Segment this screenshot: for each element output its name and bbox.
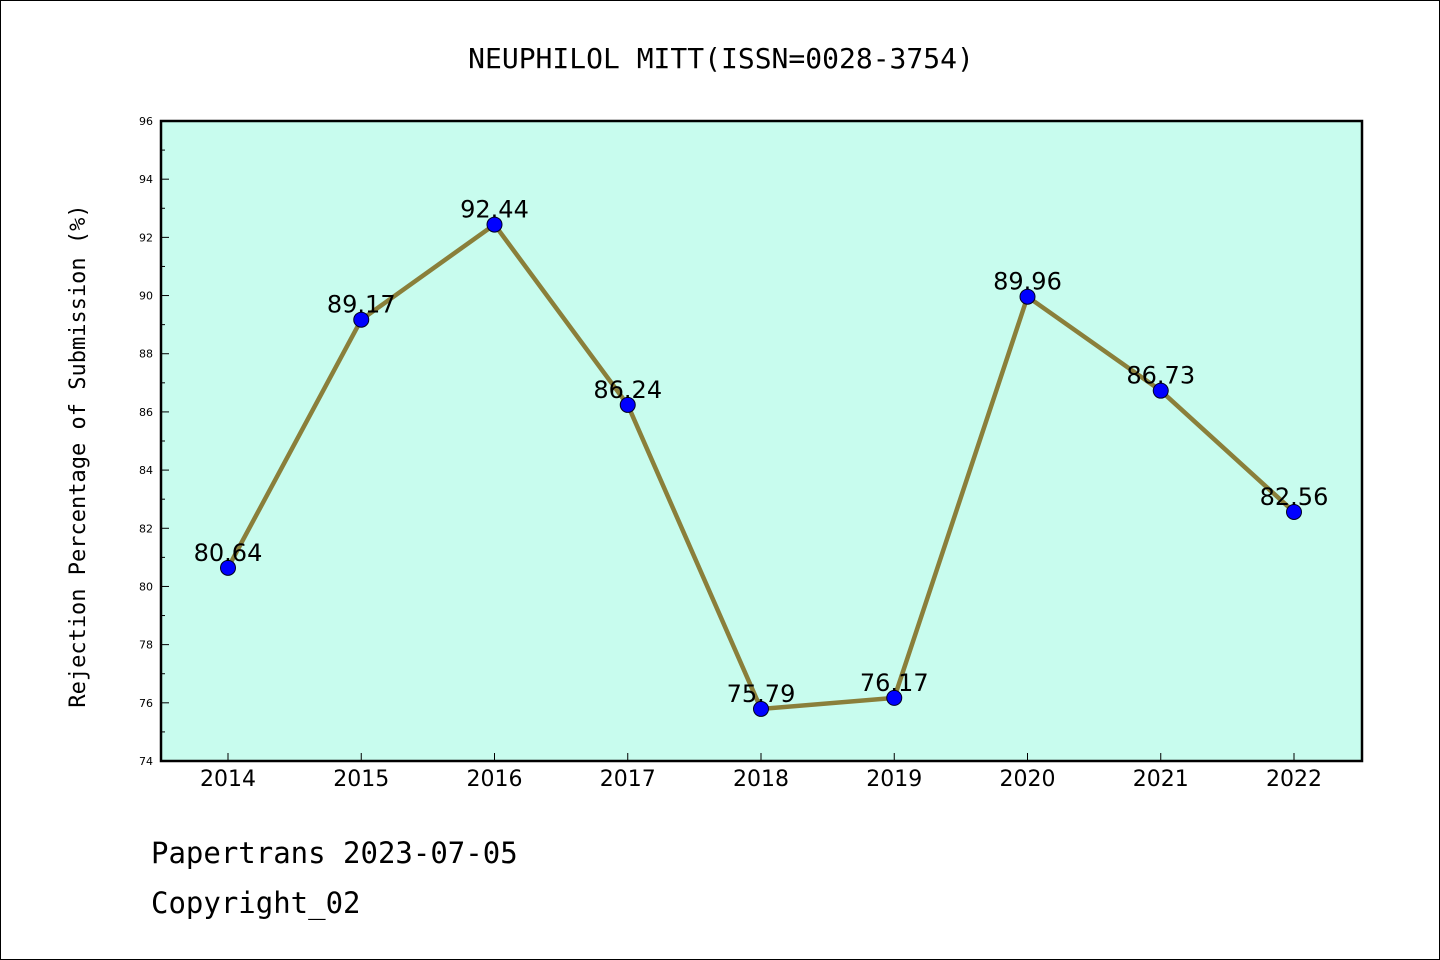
x-tick-label: 2015 — [333, 767, 389, 792]
y-tick-label: 74 — [139, 755, 153, 768]
data-label: 75.79 — [727, 680, 796, 708]
x-tick-label: 2018 — [733, 767, 789, 792]
data-point-marker — [753, 700, 769, 717]
y-tick-label: 94 — [139, 173, 153, 186]
x-tick-label: 2022 — [1266, 767, 1322, 792]
x-tick-label: 2021 — [1133, 767, 1189, 792]
x-tick-label: 2020 — [1000, 767, 1056, 792]
data-label: 80.64 — [194, 539, 263, 567]
footer-copyright: Copyright_02 — [151, 886, 361, 920]
y-tick-label: 78 — [139, 639, 153, 652]
y-tick-label: 76 — [139, 697, 153, 710]
x-tick-label: 2016 — [467, 767, 523, 792]
data-label: 89.17 — [327, 291, 396, 319]
data-point-marker — [1286, 503, 1302, 520]
x-tick-label: 2017 — [600, 767, 656, 792]
y-tick-label: 88 — [139, 348, 153, 361]
data-label: 86.73 — [1126, 362, 1195, 390]
data-point-marker — [486, 216, 503, 233]
y-tick-label: 90 — [139, 290, 153, 303]
y-tick-label: 84 — [139, 464, 153, 477]
x-axis: 2014 2015 2016 2017 2018 2019 2020 2021 2022 — [200, 753, 1322, 792]
data-point-marker — [220, 559, 236, 576]
data-point-marker — [619, 396, 636, 413]
y-tick-label: 82 — [139, 522, 153, 535]
data-point-marker — [1152, 382, 1169, 399]
x-tick-label: 2014 — [200, 767, 256, 792]
series-line: 80.64 89.17 92.44 86.24 75.79 76.17 89.96 86.73… — [194, 196, 1329, 717]
y-tick-label: 96 — [139, 115, 153, 128]
y-axis-label: Rejection Percentage of Submission (%) — [66, 204, 91, 707]
data-point-marker — [1019, 288, 1036, 305]
data-point-marker — [353, 311, 370, 328]
plot-area — [161, 121, 1362, 761]
data-label: 92.44 — [460, 196, 529, 224]
x-tick-label: 2019 — [866, 767, 922, 792]
y-tick-label: 86 — [139, 406, 153, 419]
y-tick-label: 92 — [139, 231, 153, 244]
plot-border — [159, 119, 1364, 763]
data-point-marker — [886, 689, 903, 706]
data-label: 89.96 — [993, 268, 1062, 296]
chart-title: NEUPHILOL MITT(ISSN=0028-3754) — [468, 42, 974, 75]
y-axis: 74 76 78 80 82 84 86 88 90 92 94 96 — [139, 115, 169, 768]
y-tick-label: 80 — [139, 580, 153, 593]
data-label: 86.24 — [593, 376, 662, 404]
footer-source: Papertrans 2023-07-05 — [151, 836, 518, 870]
data-label: 82.56 — [1260, 483, 1329, 511]
data-label: 76.17 — [860, 669, 929, 697]
